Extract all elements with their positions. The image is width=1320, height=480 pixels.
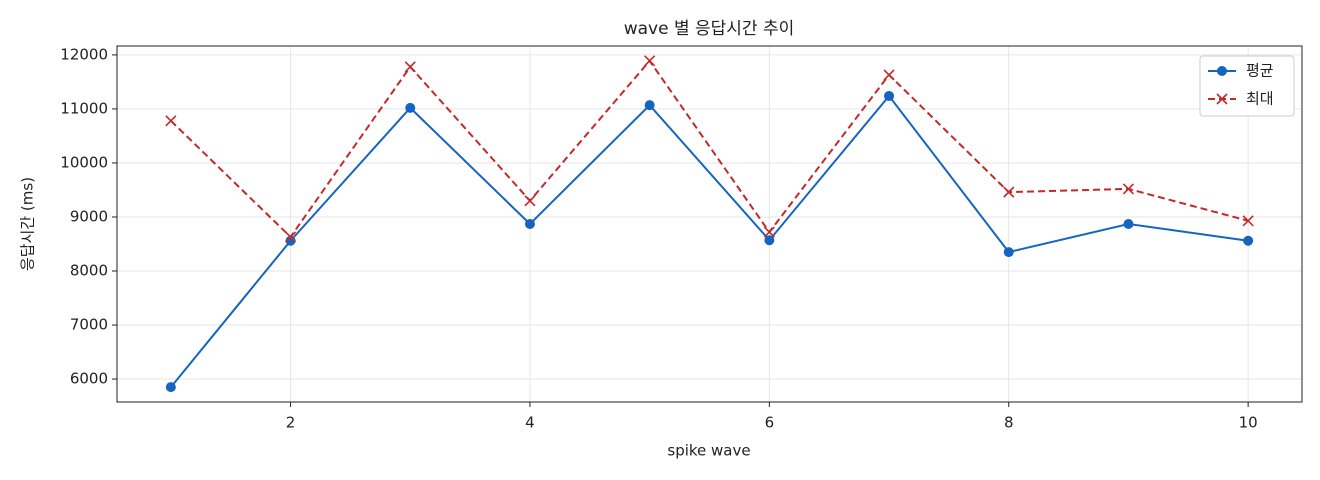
marker <box>1242 215 1254 227</box>
marker <box>524 219 535 229</box>
y-tick-label: 6000 <box>70 370 108 388</box>
marker <box>1003 247 1014 258</box>
marker <box>165 115 177 127</box>
marker <box>404 61 416 73</box>
x-axis-label: spike wave <box>667 442 750 460</box>
marker <box>1123 219 1134 229</box>
x-tick-label: 8 <box>1004 414 1014 432</box>
legend-marker <box>1217 66 1227 76</box>
marker <box>405 102 416 113</box>
legend-marker <box>1216 93 1228 105</box>
y-tick-label: 11000 <box>60 99 108 117</box>
marker <box>285 235 296 246</box>
y-axis-label: 응답시간 (ms) <box>19 177 37 271</box>
marker <box>884 90 895 101</box>
plot-frame <box>116 45 1303 403</box>
x-tick-label: 6 <box>765 414 775 432</box>
x-tick-label: 4 <box>525 414 535 432</box>
y-tick-label: 9000 <box>70 207 108 225</box>
y-tick-label: 10000 <box>60 153 108 171</box>
y-tick-label: 12000 <box>60 45 108 63</box>
marker <box>1122 183 1135 195</box>
marker <box>1243 235 1254 246</box>
legend-label: 최대 <box>1246 90 1274 108</box>
marker <box>1003 186 1015 198</box>
marker <box>284 231 297 243</box>
y-tick-label: 7000 <box>70 316 108 334</box>
marker <box>644 55 656 67</box>
marker <box>764 235 775 246</box>
marker <box>644 100 655 111</box>
series-line <box>170 94 1249 388</box>
marker <box>524 195 536 207</box>
series-line <box>170 59 1249 239</box>
legend-label: 평균 <box>1246 62 1274 80</box>
chart-title: wave 별 응답시간 추이 <box>624 19 795 39</box>
x-tick-label: 10 <box>1239 414 1258 432</box>
marker <box>883 69 895 81</box>
y-tick-label: 8000 <box>70 261 108 279</box>
marker <box>763 226 775 238</box>
x-tick-label: 2 <box>286 414 296 432</box>
marker <box>165 382 176 393</box>
